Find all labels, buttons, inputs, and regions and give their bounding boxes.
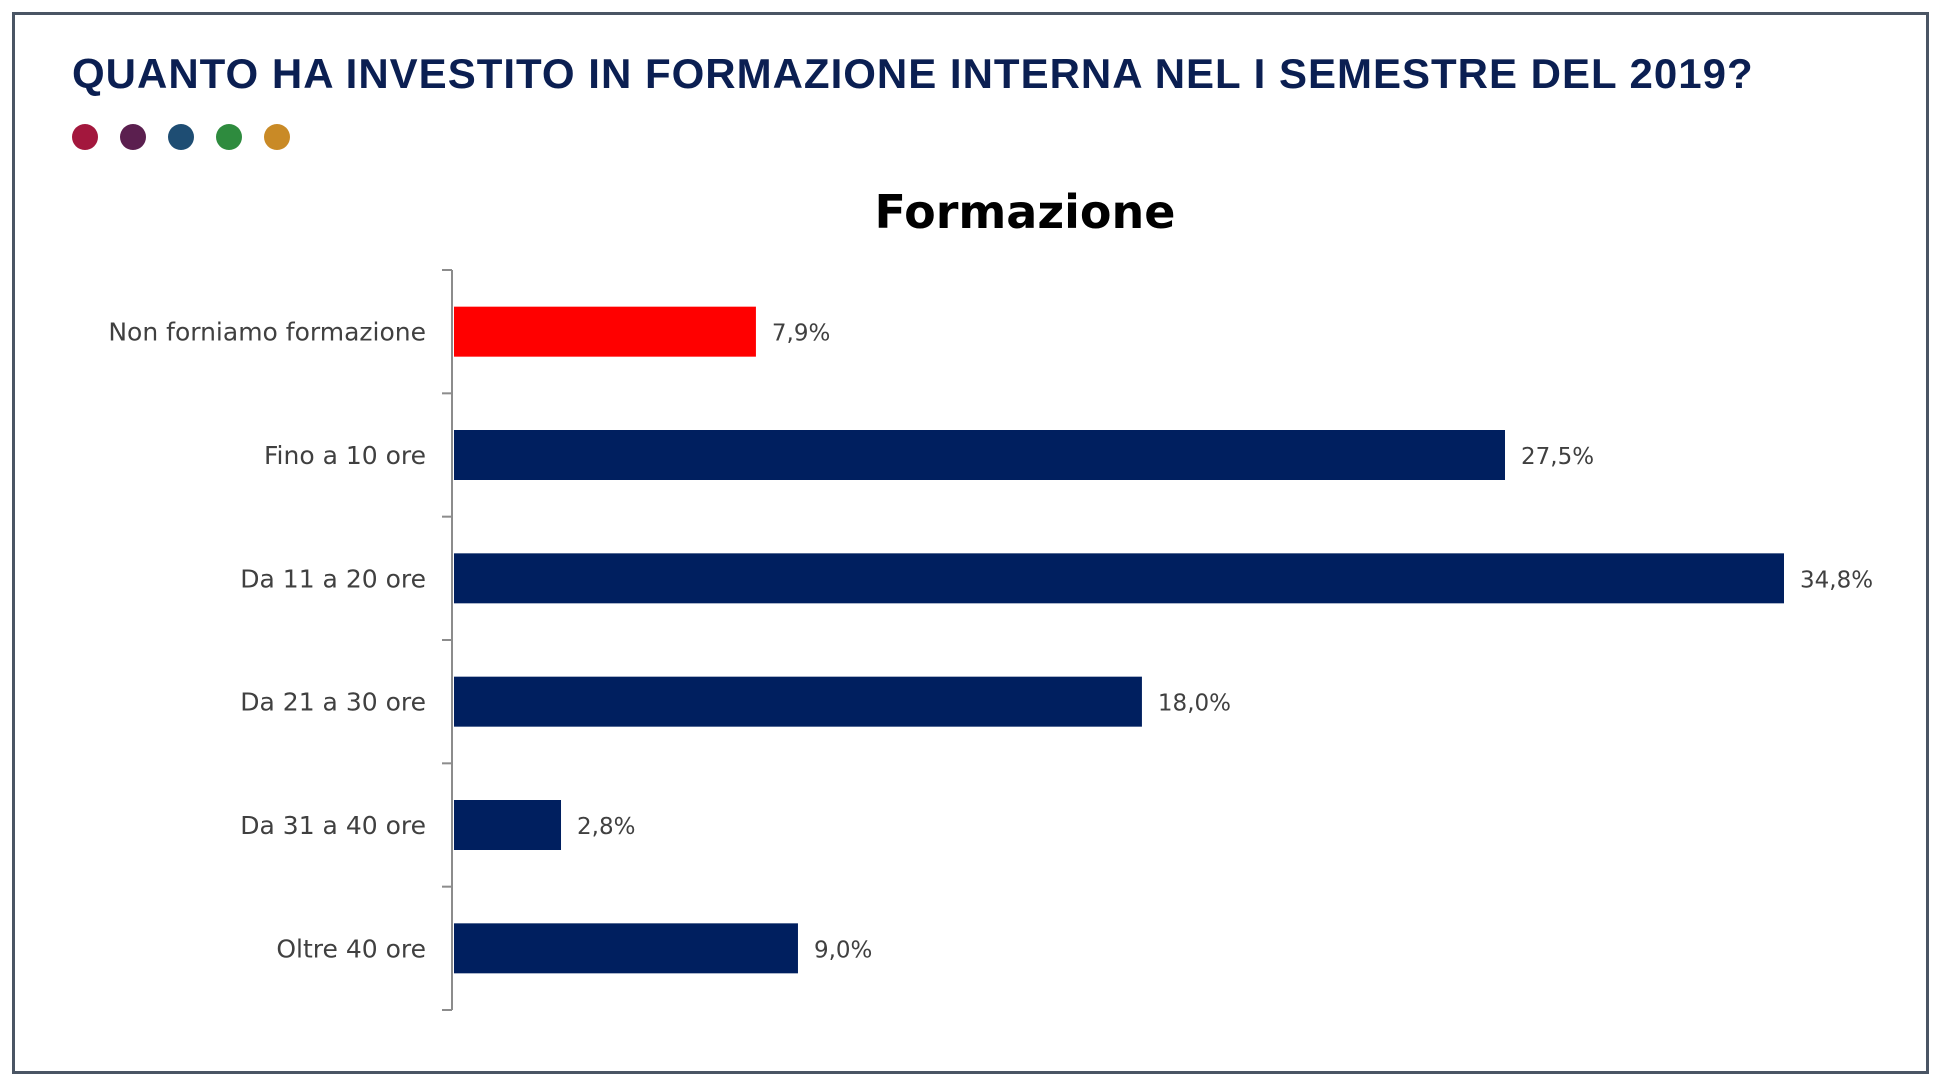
category-label: Da 11 a 20 ore: [240, 564, 426, 593]
chart-title: Formazione: [875, 185, 1176, 239]
plum-dot-icon: [120, 124, 146, 150]
y-axis: [442, 269, 453, 1011]
labels: Non forniamo formazione 7,9% Fino a 10 ore…: [108, 318, 1873, 964]
data-label: 27,5%: [1521, 444, 1594, 470]
bar: [454, 553, 1784, 604]
category-label: Da 21 a 30 ore: [240, 688, 426, 717]
bar: [454, 676, 1142, 727]
crimson-dot-icon: [72, 124, 98, 150]
data-label: 34,8%: [1800, 567, 1873, 593]
data-label: 9,0%: [814, 937, 872, 963]
teal-blue-dot-icon: [168, 124, 194, 150]
bar: [454, 430, 1506, 480]
green-dot-icon: [216, 124, 242, 150]
amber-dot-icon: [264, 124, 290, 150]
chart-frame: [12, 12, 1929, 1074]
bar: [454, 923, 798, 974]
bar: [454, 800, 562, 850]
data-label: 2,8%: [577, 814, 635, 840]
category-label: Fino a 10 ore: [264, 441, 426, 470]
category-label: Non forniamo formazione: [108, 318, 426, 347]
bar: [454, 306, 756, 357]
category-label: Da 31 a 40 ore: [240, 811, 426, 840]
data-label: 7,9%: [772, 321, 830, 347]
page-title: QUANTO HA INVESTITO IN FORMAZIONE INTERN…: [72, 50, 1754, 97]
data-label: 18,0%: [1158, 691, 1231, 717]
category-label: Oltre 40 ore: [276, 934, 426, 963]
bars: [454, 306, 1784, 974]
